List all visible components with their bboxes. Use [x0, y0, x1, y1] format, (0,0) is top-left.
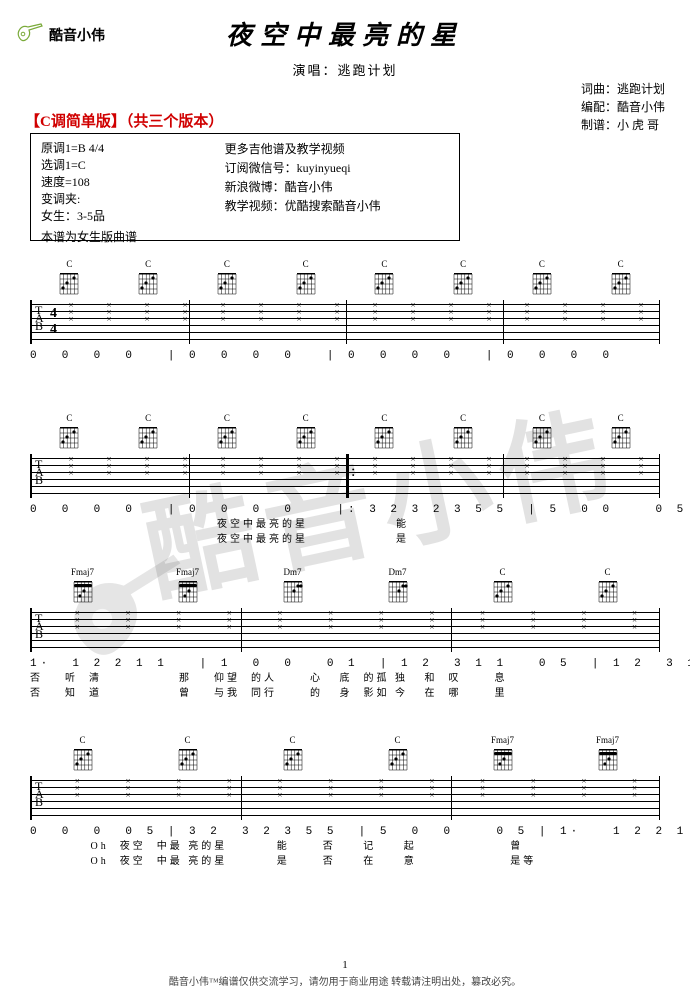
chord-diagram: C: [294, 413, 318, 452]
chord-diagram: C: [451, 413, 475, 452]
info-right: 更多吉他谱及教学视频 订阅微信号：kuyinyueqi 新浪微博：酷音小伟 教学…: [225, 140, 449, 234]
brand-text: 酷音小伟: [49, 25, 105, 45]
chord-diagram: C: [451, 259, 475, 298]
footer: 酷音小伟™编谱仅供交流学习，请勿用于商业用途 转载请注明出处，篡改必究。: [0, 973, 690, 988]
tab-clef: TAB: [35, 306, 44, 330]
performer: 演唱：逃跑计划: [0, 60, 690, 79]
tab-staff: TAB44×××××××××××××××××××××××××××××××××××…: [30, 300, 660, 344]
version-tag: 【C调简单版】（共三个版本）: [25, 110, 223, 131]
tab-clef: TAB: [35, 782, 44, 806]
chord-diagram: C: [136, 259, 160, 298]
page-number: 1: [0, 959, 690, 971]
chord-diagram: Dm7: [281, 567, 305, 606]
credits-block: 词曲：逃跑计划 编配：酷音小伟 制谱：小 虎 哥: [581, 80, 665, 134]
strum-pattern: ××××××××××××××××××××××××××××××××××××: [52, 776, 660, 799]
chord-row: Fmaj7 Fmaj7 Dm7 Dm7 C C: [30, 567, 660, 606]
tab-staff: TAB ××××××××××××××××××××××××××××××××××××: [30, 776, 660, 820]
numbered-notation: 1· 1 2 2 1 1 | 1 0 0 0 1 | 1 2 3 1 1 0 5…: [30, 658, 660, 670]
tab-staff: TAB ××××××××××××××××××××××××××××××××××××: [30, 608, 660, 652]
chord-diagram: C: [372, 413, 396, 452]
chord-diagram: C: [215, 259, 239, 298]
chord-row: C C C C Fmaj7 Fmaj7: [30, 735, 660, 774]
chord-diagram: Fmaj7: [71, 567, 95, 606]
numbered-notation: 0 0 0 0 5 | 3 2 3 2 3 5 5 | 5 0 0 0 5 | …: [30, 826, 660, 838]
chord-diagram: C: [372, 259, 396, 298]
brand-logo: 酷音小伟: [15, 23, 105, 47]
lyrics-line: 否 知 道 曾 与我 同行 的 身 影如 今 在 哪 里: [30, 687, 660, 700]
strum-pattern: ××××××××××××××××××××××××××××××××××××××××…: [52, 454, 660, 477]
chord-diagram: Fmaj7: [596, 735, 620, 774]
tab-system: C C C C C C C CTAB44×××××××××××××××××××××××××××…: [30, 259, 660, 362]
tab-system: C C C C C C C C TAB ×××××××××××××××××××××××××××××…: [30, 413, 660, 546]
lyrics-line: Oh 夜空 中最 亮的星 是 否 在 意 是等: [30, 855, 660, 868]
chord-diagram: C: [609, 413, 633, 452]
chord-diagram: C: [491, 567, 515, 606]
tab-staff: TAB ×××××××××××××××××××××××××××××××××××××…: [30, 454, 660, 498]
numbered-notation: 0 0 0 0 | 0 0 0 0 | 0 0 0 0 | 0 0 0 0: [30, 350, 660, 362]
chord-diagram: Fmaj7: [491, 735, 515, 774]
chord-diagram: C: [530, 413, 554, 452]
chord-diagram: C: [215, 413, 239, 452]
chord-diagram: C: [386, 735, 410, 774]
lyrics-line: 夜空中最亮的星 是: [30, 533, 660, 546]
lyrics-line: 否 听 清 那 仰望 的人 心 底 的孤 独 和 叹 息: [30, 672, 660, 685]
lyrics-line: 夜空中最亮的星 能: [30, 518, 660, 531]
strum-pattern: ××××××××××××××××××××××××××××××××××××××××…: [52, 300, 660, 323]
chord-diagram: C: [71, 735, 95, 774]
tab-clef: TAB: [35, 614, 44, 638]
chord-diagram: Fmaj7: [176, 567, 200, 606]
guitar-icon: [15, 23, 45, 47]
tab-system: Fmaj7 Fmaj7 Dm7 Dm7 C C TAB ×××××××××××××××××××…: [30, 567, 660, 700]
chord-row: CCCCCCCC: [30, 259, 660, 298]
strum-pattern: ××××××××××××××××××××××××××××××××××××: [52, 608, 660, 631]
chord-diagram: C: [176, 735, 200, 774]
chord-diagram: C: [530, 259, 554, 298]
chord-diagram: C: [609, 259, 633, 298]
chord-row: CCCCCCCC: [30, 413, 660, 452]
chord-diagram: C: [136, 413, 160, 452]
chord-diagram: C: [57, 259, 81, 298]
chord-diagram: C: [294, 259, 318, 298]
numbered-notation: 0 0 0 0 | 0 0 0 0 |: 3 2 3 2 3 5 5 | 5 0…: [30, 504, 660, 516]
chord-diagram: C: [281, 735, 305, 774]
chord-diagram: C: [57, 413, 81, 452]
tab-clef: TAB: [35, 460, 44, 484]
tab-system: C C C C Fmaj7 Fmaj7 TAB ×××××××××××××××××××××××…: [30, 735, 660, 868]
repeat-start: [346, 454, 349, 498]
chord-diagram: C: [596, 567, 620, 606]
chord-diagram: Dm7: [386, 567, 410, 606]
lyrics-line: Oh 夜空 中最 亮的星 能 否 记 起 曾: [30, 840, 660, 853]
info-left: 原调1=B 4/4 选调1=C 速度=108 变调夹: 女生：3-5品 本谱为女…: [41, 140, 225, 234]
info-box: 原调1=B 4/4 选调1=C 速度=108 变调夹: 女生：3-5品 本谱为女…: [30, 133, 460, 241]
